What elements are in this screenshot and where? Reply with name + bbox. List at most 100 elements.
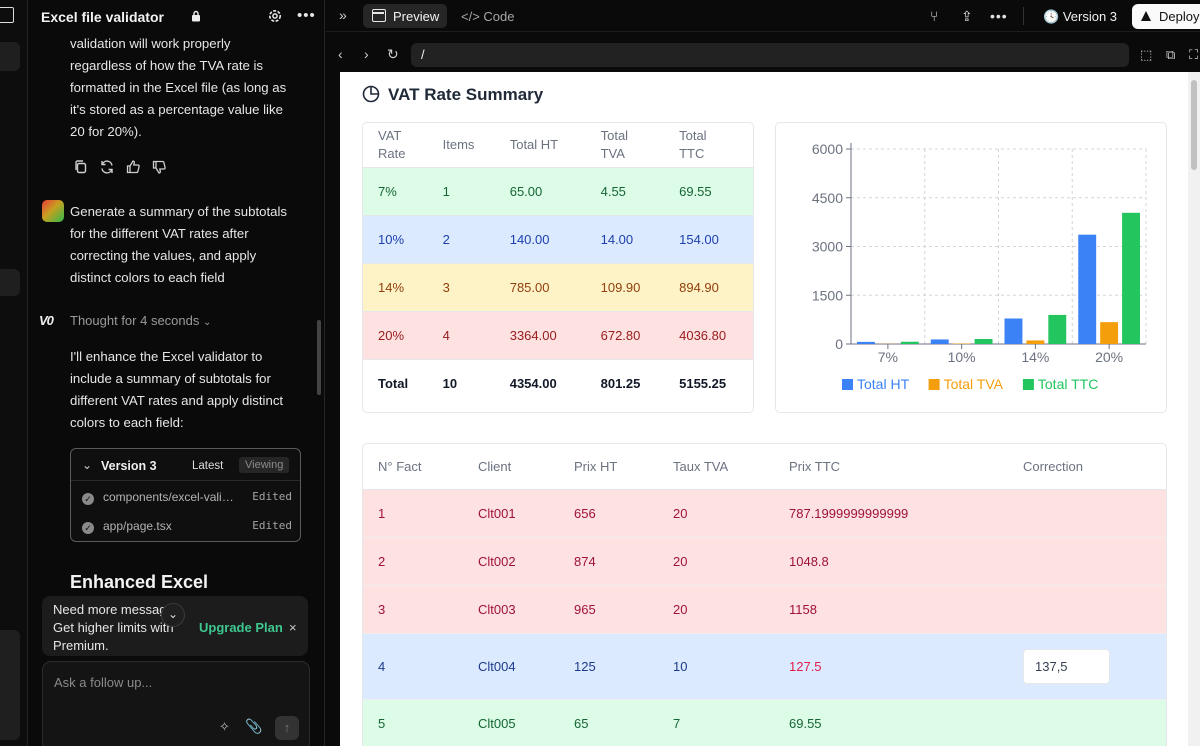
tab-label: Preview xyxy=(393,9,440,24)
table-cell: 10% xyxy=(363,215,428,264)
table-cell: 1048.8 xyxy=(774,537,1008,586)
history-icon: 🕓 xyxy=(1043,9,1060,24)
y-tick-label: 6000 xyxy=(812,141,843,157)
table-row: 2 Clt002 874 20 1048.8 xyxy=(363,537,1166,586)
correction-cell xyxy=(1008,537,1166,586)
table-cell: 4 xyxy=(363,633,463,700)
table-cell: 1158 xyxy=(774,585,1008,634)
expand-icon[interactable]: » xyxy=(339,7,347,23)
correction-cell xyxy=(1008,585,1166,634)
thumbs-up-icon[interactable] xyxy=(125,159,141,175)
scrollbar-thumb[interactable] xyxy=(1191,80,1197,170)
message-line: formatted in the Excel file (as long as xyxy=(70,80,287,95)
message-line: include a summary of subtotals for xyxy=(70,371,271,386)
message-line: it's stored as a percentage value like xyxy=(70,102,283,117)
legend-label: Total TTC xyxy=(1038,376,1098,392)
table-cell: 656 xyxy=(559,489,658,538)
regenerate-icon[interactable] xyxy=(99,159,115,175)
upgrade-plan-link[interactable]: Upgrade Plan xyxy=(199,620,283,635)
thought-toggle[interactable]: Thought for 4 seconds ⌄ xyxy=(70,313,211,328)
table-cell: 69.55 xyxy=(664,167,753,216)
version-title: Version 3 xyxy=(101,459,157,473)
message-line: for the different VAT rates after xyxy=(70,226,249,241)
top-toolbar: » Preview </> Code ⑂ ⇪ ••• 🕓 Version 3 D… xyxy=(326,0,1200,32)
thumbs-down-icon[interactable] xyxy=(151,159,167,175)
tab-code[interactable]: </> Code xyxy=(461,9,515,24)
chevron-down-icon[interactable]: ⌄ xyxy=(82,458,93,472)
rail-item[interactable] xyxy=(0,269,20,296)
upgrade-line: Premium. xyxy=(53,638,109,653)
more-menu-icon[interactable]: ••• xyxy=(297,7,316,24)
refresh-icon[interactable]: ↻ xyxy=(387,46,399,62)
close-icon[interactable]: × xyxy=(289,620,297,635)
new-window-icon[interactable]: ⧉ xyxy=(1166,47,1176,62)
file-name: components/excel-vali… xyxy=(103,490,234,504)
table-cell: 801.25 xyxy=(585,359,665,407)
bar-total-ht xyxy=(857,341,875,344)
legend-swatch xyxy=(1022,379,1034,390)
table-cell: 4036.80 xyxy=(664,311,753,360)
rail-item[interactable] xyxy=(0,630,20,740)
message-line: colors to each field: xyxy=(70,415,184,430)
sidebar-toggle-icon[interactable] xyxy=(0,7,14,23)
x-tick-label: 14% xyxy=(1021,349,1049,365)
bar-total-ht xyxy=(1004,318,1023,344)
table-cell: Clt005 xyxy=(463,699,559,746)
url-input[interactable]: / xyxy=(411,43,1129,67)
preview-scrollbar[interactable] xyxy=(1188,72,1200,746)
check-icon: ✓ xyxy=(82,493,94,505)
table-cell: 4 xyxy=(427,311,495,360)
share-icon[interactable]: ⇪ xyxy=(961,8,973,24)
column-header: Taux TVA xyxy=(658,444,774,490)
bar-total-ttc xyxy=(1048,314,1067,344)
code-icon: </> xyxy=(461,9,480,24)
branch-icon[interactable]: ⑂ xyxy=(930,8,939,24)
table-cell: 20 xyxy=(658,585,774,634)
rail-item[interactable] xyxy=(0,42,20,71)
table-cell: 672.80 xyxy=(585,311,665,360)
invoice-table: N° Fact Client Prix HT Taux TVA Prix TTC Corr… xyxy=(362,443,1167,746)
back-icon[interactable]: ‹ xyxy=(338,46,343,62)
version-card[interactable]: ⌄ Version 3 Latest Viewing ✓ components/e… xyxy=(70,448,301,542)
version-file-row[interactable]: ✓ app/page.tsx Edited xyxy=(82,519,292,534)
forward-icon[interactable]: › xyxy=(364,46,369,62)
correction-cell: 137,5 xyxy=(1008,633,1166,700)
message-line: different VAT rates and apply distinct xyxy=(70,393,284,408)
column-header: Client xyxy=(463,444,559,490)
table-cell: Clt001 xyxy=(463,489,559,538)
follow-up-input[interactable]: Ask a follow up... ✧ 📎 ↑ xyxy=(42,661,310,746)
chat-scrollbar[interactable] xyxy=(317,320,321,395)
table-cell: 894.90 xyxy=(664,263,753,312)
correction-input[interactable]: 137,5 xyxy=(1023,648,1110,684)
correction-cell xyxy=(1008,489,1166,538)
gear-icon[interactable] xyxy=(267,8,283,24)
upgrade-line: Get higher limits with xyxy=(53,620,174,635)
table-cell: 5 xyxy=(363,699,463,746)
tab-preview[interactable]: Preview xyxy=(363,4,447,28)
version-selector[interactable]: 🕓 Version 3 xyxy=(1043,9,1117,25)
table-cell: 1 xyxy=(427,167,495,216)
table-cell: 125 xyxy=(559,633,658,700)
more-menu-icon[interactable]: ••• xyxy=(990,8,1008,24)
scroll-down-button[interactable]: ⌄ xyxy=(161,603,185,627)
pie-chart-icon xyxy=(362,85,380,103)
summary-title: VAT Rate Summary xyxy=(362,85,543,105)
table-cell: 7 xyxy=(658,699,774,746)
send-button[interactable]: ↑ xyxy=(275,716,299,740)
copy-icon[interactable] xyxy=(73,159,89,175)
tab-label: Code xyxy=(483,9,515,24)
bar-total-ttc xyxy=(900,341,919,344)
sparkle-icon[interactable]: ✧ xyxy=(219,719,230,734)
bar-total-ht xyxy=(1078,234,1097,344)
fullscreen-icon[interactable]: ⛶ xyxy=(1189,47,1199,62)
select-element-icon[interactable]: ⬚ xyxy=(1140,47,1153,62)
table-cell: 20 xyxy=(658,537,774,586)
chevron-down-icon: ⌄ xyxy=(202,317,212,328)
paperclip-icon[interactable]: 📎 xyxy=(245,718,263,734)
viewing-badge: Viewing xyxy=(239,457,290,473)
table-cell: 2 xyxy=(363,537,463,586)
vat-summary-table: VAT Rate Items Total HT Total TVA Total TTC 7% 1… xyxy=(362,122,754,413)
deploy-button[interactable]: Deploy xyxy=(1132,4,1200,29)
version-file-row[interactable]: ✓ components/excel-vali… Edited xyxy=(82,490,292,505)
